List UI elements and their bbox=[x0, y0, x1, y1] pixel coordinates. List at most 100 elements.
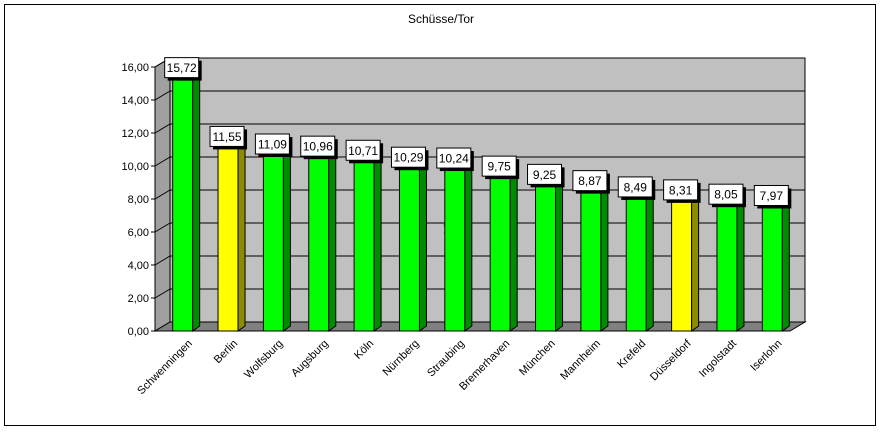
data-label: 10,96 bbox=[303, 140, 333, 154]
bar-front bbox=[671, 193, 693, 332]
y-tick-label: 0,00 bbox=[128, 326, 149, 338]
y-tick-label: 14,00 bbox=[121, 95, 149, 107]
bar-front bbox=[353, 153, 375, 332]
x-tick-label: München bbox=[517, 338, 557, 378]
bar-front bbox=[535, 177, 557, 332]
gridline-side bbox=[154, 288, 171, 299]
bar-side bbox=[691, 187, 700, 332]
data-label-box bbox=[753, 184, 789, 206]
data-label: 10,29 bbox=[393, 151, 423, 165]
data-label-box bbox=[617, 176, 653, 198]
y-tick-label: 6,00 bbox=[128, 227, 149, 239]
x-tick-label: Schwenningen bbox=[135, 338, 195, 398]
data-label-box bbox=[164, 57, 200, 79]
x-tick-label: Augsburg bbox=[289, 338, 331, 380]
y-tick-label: 10,00 bbox=[121, 161, 149, 173]
y-tick-label: 16,00 bbox=[121, 62, 149, 74]
bar-front bbox=[262, 147, 284, 332]
data-label: 10,24 bbox=[439, 152, 469, 166]
bar-side bbox=[328, 144, 337, 332]
gridline-side bbox=[154, 189, 171, 200]
bar bbox=[624, 184, 655, 332]
bar bbox=[670, 187, 701, 332]
x-tick-label: Berlin bbox=[212, 338, 240, 366]
data-label-box bbox=[436, 147, 472, 169]
bar bbox=[715, 192, 746, 332]
data-label-box bbox=[481, 155, 517, 177]
data-label: 8,31 bbox=[669, 183, 693, 197]
bar bbox=[352, 148, 383, 332]
bar bbox=[533, 172, 565, 332]
bar bbox=[261, 142, 292, 332]
floor bbox=[153, 321, 807, 332]
gridline-side bbox=[154, 156, 171, 167]
gridline-side bbox=[154, 255, 171, 266]
data-label: 9,25 bbox=[533, 168, 557, 182]
bar-front bbox=[308, 149, 330, 332]
y-tick-label: 8,00 bbox=[128, 194, 149, 206]
y-tick-label: 12,00 bbox=[121, 128, 149, 140]
data-label: 8,87 bbox=[578, 174, 602, 188]
bar-side bbox=[237, 134, 246, 332]
bar bbox=[307, 144, 338, 332]
data-label: 9,75 bbox=[487, 160, 511, 174]
bar-side bbox=[464, 156, 473, 332]
x-tick-label: Krefeld bbox=[615, 338, 648, 371]
bar-side bbox=[781, 193, 790, 332]
data-label: 7,97 bbox=[760, 189, 784, 203]
bar-front bbox=[489, 169, 511, 332]
bar bbox=[397, 155, 429, 332]
y-tick-label: 4,00 bbox=[128, 260, 149, 272]
bar bbox=[760, 193, 791, 332]
bar-side bbox=[192, 65, 201, 332]
x-tick-label: Iserlohn bbox=[748, 338, 784, 374]
gridline-side bbox=[154, 90, 171, 101]
x-tick-label: Straubing bbox=[425, 338, 467, 380]
data-label-box bbox=[572, 170, 608, 192]
bar-front bbox=[716, 197, 738, 332]
data-label-box bbox=[663, 179, 699, 201]
data-label: 10,71 bbox=[348, 144, 378, 158]
x-tick-label: Düsseldorf bbox=[648, 337, 694, 383]
bar-front bbox=[172, 71, 194, 332]
data-label: 11,55 bbox=[212, 130, 241, 144]
bar-front bbox=[580, 184, 602, 332]
bar-side bbox=[555, 172, 564, 332]
bar-side bbox=[282, 142, 291, 332]
bar-front bbox=[625, 190, 647, 332]
data-label-box bbox=[390, 146, 426, 168]
chart-title: Schüsse/Tor bbox=[407, 12, 475, 26]
y-tick-label: 2,00 bbox=[128, 293, 149, 305]
bar-front bbox=[398, 160, 420, 332]
bar-side bbox=[645, 184, 654, 332]
bar-side bbox=[373, 148, 382, 332]
data-label-box bbox=[527, 163, 563, 185]
bar-side bbox=[736, 192, 745, 332]
bar-front bbox=[217, 139, 239, 332]
data-label-box bbox=[209, 125, 245, 147]
bar-side bbox=[418, 155, 427, 332]
gridline-side bbox=[154, 123, 171, 134]
x-tick-label: Wolfsburg bbox=[242, 338, 285, 381]
bar-side bbox=[509, 164, 518, 332]
x-tick-label: Ingolstadt bbox=[697, 338, 739, 380]
data-label: 8,05 bbox=[714, 188, 738, 202]
data-label-box bbox=[300, 135, 336, 157]
bar bbox=[443, 156, 474, 332]
data-label-box bbox=[345, 139, 381, 161]
bar-side bbox=[600, 178, 609, 332]
bar-front bbox=[444, 161, 466, 332]
gridline-side bbox=[154, 222, 171, 233]
data-label: 11,09 bbox=[258, 138, 287, 152]
bar bbox=[171, 65, 202, 332]
data-label-box bbox=[254, 133, 290, 155]
data-label: 15,72 bbox=[167, 61, 197, 75]
x-tick-label: Nürnberg bbox=[381, 338, 422, 379]
data-label-box bbox=[708, 183, 744, 205]
bar bbox=[216, 134, 247, 332]
x-tick-label: Mannheim bbox=[558, 338, 603, 383]
bar bbox=[488, 164, 519, 332]
data-label: 8,49 bbox=[624, 180, 648, 194]
x-tick-label: Köln bbox=[352, 338, 376, 362]
